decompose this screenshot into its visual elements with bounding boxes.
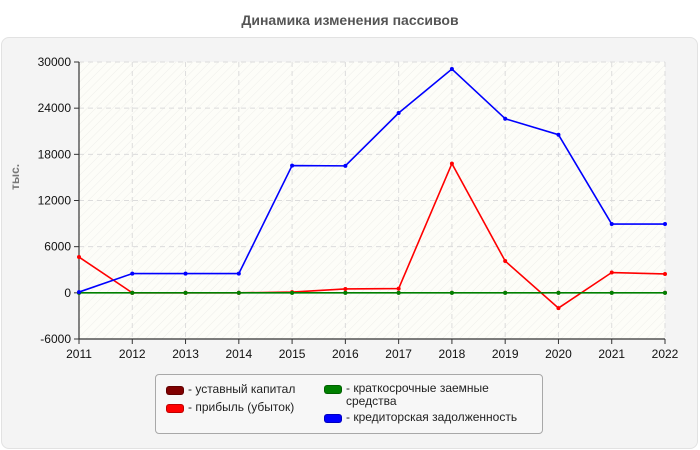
svg-text:2014: 2014 [225,347,252,361]
svg-text:6000: 6000 [44,240,71,254]
svg-text:2011: 2011 [66,347,92,361]
svg-text:2018: 2018 [439,347,466,361]
legend-item-profit[interactable]: - прибыль (убыток) [166,401,294,414]
legend-swatch [324,385,342,394]
svg-text:12000: 12000 [38,194,72,208]
plot-area: -6000 0 6000 12000 18000 24000 30000 2011 2012 20… [38,55,679,361]
svg-text:2013: 2013 [172,347,199,361]
svg-text:2021: 2021 [598,347,625,361]
svg-text:2015: 2015 [279,347,306,361]
legend-swatch [166,386,184,395]
svg-text:2012: 2012 [119,347,146,361]
chart-title: Динамика изменения пассивов [241,12,459,28]
svg-text:2022: 2022 [652,347,679,361]
legend: - уставный капитал - прибыль (убыток) - … [155,374,543,434]
svg-text:2016: 2016 [332,347,359,361]
legend-item-accounts-payable[interactable]: - кредиторская задолженность [324,411,517,424]
svg-text:18000: 18000 [38,147,72,161]
legend-swatch [166,404,184,413]
legend-item-short-term-loans[interactable]: - краткосрочные заемные средства [324,382,489,408]
svg-text:0: 0 [64,286,71,300]
svg-text:30000: 30000 [38,55,72,69]
svg-text:2020: 2020 [545,347,572,361]
svg-text:2019: 2019 [492,347,519,361]
svg-text:-6000: -6000 [40,332,71,346]
svg-text:24000: 24000 [38,101,72,115]
y-axis-label: тыс. [8,163,22,190]
legend-swatch [324,414,342,423]
svg-text:2017: 2017 [385,347,412,361]
legend-item-charter-capital[interactable]: - уставный капитал [166,383,295,396]
